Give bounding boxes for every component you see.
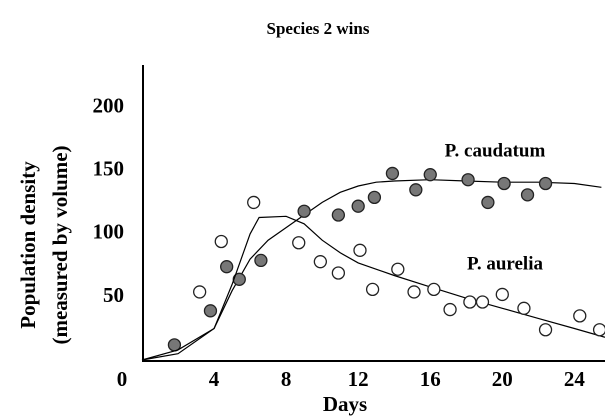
data-point [203,304,218,318]
data-point [351,199,365,213]
data-point [214,234,228,249]
data-point [192,285,207,299]
data-point [463,295,477,309]
x-tick-label: 16 [420,367,441,391]
x-tick-label: 20 [492,367,513,391]
y-axis-label: Population density [16,161,40,329]
data-point [254,253,268,268]
data-point [538,323,553,337]
data-point [520,188,535,202]
y-axis-label: (measured by volume) [48,145,72,344]
data-point [443,302,457,317]
fit-curve [141,215,605,361]
x-tick-label: 24 [564,367,586,391]
data-point [292,236,306,250]
data-point [427,282,441,297]
y-tick-label: 150 [93,157,125,181]
x-tick-label: 0 [117,367,128,391]
data-point [538,176,553,191]
data-point [220,260,234,274]
x-tick-label: 12 [348,367,369,391]
data-point [297,204,311,218]
data-point [331,208,346,222]
data-point [353,243,367,257]
data-point [385,166,400,181]
data-point [331,266,346,280]
y-tick-label: 200 [93,94,125,118]
data-point [497,176,511,191]
x-tick-label: 4 [209,367,220,391]
data-point [517,301,531,315]
data-point [247,195,261,210]
data-point [461,173,475,187]
y-tick-label: 50 [103,283,124,307]
data-point [391,262,405,276]
data-point [423,168,437,182]
data-point [592,323,605,337]
data-point [409,183,423,197]
data-point [573,309,587,323]
data-point [407,285,421,299]
data-point [365,282,380,297]
x-tick-label: 8 [281,367,292,391]
x-axis-label: Days [323,392,367,416]
data-point [481,195,495,210]
series-label: P. aurelia [467,253,544,274]
series-label: P. caudatum [445,140,546,161]
data-point [475,295,490,309]
y-tick-label: 100 [93,220,125,244]
data-point [495,287,509,302]
data-point [313,255,328,269]
chart-title: Species 2 wins [267,19,370,38]
data-point [367,190,382,205]
